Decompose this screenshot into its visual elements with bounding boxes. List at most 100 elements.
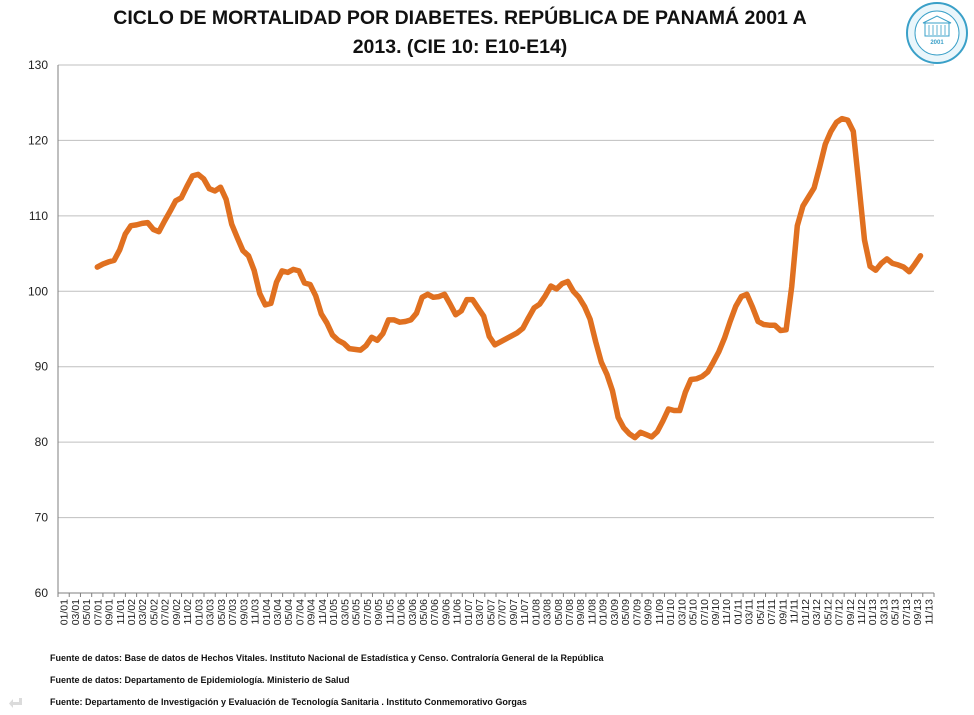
x-tick-label: 05/03 [216,599,228,625]
x-tick-label: 03/05 [339,599,351,625]
x-tick-label: 07/03 [227,599,239,625]
x-tick-label: 01/04 [261,599,273,625]
x-tick-label: 07/05 [362,599,374,625]
x-tick-label: 09/07 [508,599,520,625]
x-tick-label: 03/06 [407,599,419,625]
source-note-1: Fuente de datos: Base de datos de Hechos… [50,653,604,663]
x-tick-label: 03/13 [878,599,890,625]
x-tick-label: 07/07 [497,599,509,625]
x-tick-label: 09/13 [912,599,924,625]
x-tick-label: 05/10 [688,599,700,625]
y-axis-ticks: 60 70 80 90 100 110 120 130 [28,58,48,600]
x-tick-label: 03/09 [609,599,621,625]
y-tick-label: 120 [28,133,48,147]
x-tick-label: 07/04 [294,599,306,625]
x-tick-label: 03/03 [205,599,217,625]
x-tick-label: 09/12 [845,599,857,625]
x-tick-label: 03/11 [744,599,756,625]
x-tick-label: 11/04 [317,599,329,625]
y-tick-label: 80 [35,435,49,449]
x-tick-label: 11/08 [586,599,598,625]
x-tick-label: 11/06 [452,599,464,625]
x-tick-label: 03/12 [811,599,823,625]
back-arrow-icon[interactable] [8,696,24,710]
y-tick-label: 70 [35,511,49,525]
x-tick-label: 01/11 [732,599,744,625]
x-tick-label: 09/02 [171,599,183,625]
x-tick-label: 03/01 [70,599,82,625]
x-tick-label: 09/11 [777,599,789,625]
x-tick-label: 01/12 [800,599,812,625]
x-tick-label: 09/06 [440,599,452,625]
x-tick-label: 07/13 [901,599,913,625]
x-tick-label: 11/01 [115,599,127,625]
x-tick-label: 11/12 [856,599,868,625]
source-note-3: Fuente: Departamento de Investigación y … [50,697,527,707]
svg-text:2001: 2001 [930,40,944,46]
x-tick-label: 11/11 [789,599,801,624]
x-tick-label: 03/04 [272,599,284,625]
x-tick-label: 07/08 [564,599,576,625]
x-tick-label: 03/07 [474,599,486,625]
x-tick-label: 03/08 [542,599,554,625]
x-tick-label: 05/11 [755,599,767,625]
x-tick-label: 09/09 [643,599,655,625]
x-tick-label: 05/09 [620,599,632,625]
x-tick-label: 11/07 [519,599,531,625]
x-tick-label: 09/01 [104,599,116,625]
x-tick-label: 01/06 [396,599,408,625]
x-tick-label: 07/06 [429,599,441,625]
x-tick-label: 03/02 [137,599,149,625]
x-tick-label: 11/03 [250,599,262,625]
chart-title: CICLO DE MORTALIDAD POR DIABETES. REPÚBL… [60,4,860,62]
x-tick-label: 07/12 [834,599,846,625]
x-tick-label: 11/09 [654,599,666,625]
institution-seal-logo: 2001 [906,2,968,64]
x-tick-label: 07/10 [699,599,711,625]
y-tick-label: 100 [28,284,48,298]
x-tick-label: 07/01 [92,599,104,625]
x-tick-label: 11/05 [384,599,396,625]
x-tick-label: 01/07 [463,599,475,625]
x-tick-label: 09/08 [575,599,587,625]
x-tick-label: 09/10 [710,599,722,625]
x-tick-label: 01/02 [126,599,138,625]
x-tick-label: 03/10 [676,599,688,625]
x-tick-label: 05/06 [418,599,430,625]
x-tick-label: 07/02 [160,599,172,625]
chart-title-line2: 2013. (CIE 10: E10-E14) [352,36,568,58]
x-tick-label: 09/05 [373,599,385,625]
x-tick-label: 09/03 [238,599,250,625]
x-tick-label: 07/09 [631,599,643,625]
x-tick-label: 05/04 [283,599,295,625]
y-tick-label: 90 [35,360,49,374]
y-tick-label: 130 [28,58,48,72]
x-tick-label: 01/08 [530,599,542,625]
x-tick-label: 11/13 [923,599,935,625]
gridlines [58,64,934,594]
series-line-group [94,115,924,441]
series-line-0 [94,115,924,441]
x-tick-label: 01/01 [59,599,71,625]
x-tick-label: 11/02 [182,599,194,625]
x-tick-label: 11/10 [721,599,733,625]
x-tick-label: 01/05 [328,599,340,625]
x-tick-label: 01/13 [867,599,879,625]
x-tick-label: 07/11 [766,599,778,625]
source-note-2: Fuente de datos: Departamento de Epidemi… [50,675,350,685]
y-tick-label: 60 [35,586,49,600]
x-tick-label: 01/10 [665,599,677,625]
x-tick-label: 01/03 [193,599,205,625]
x-tick-label: 05/07 [485,599,497,625]
x-tick-label: 05/13 [890,599,902,625]
x-tick-label: 05/08 [553,599,565,625]
x-axis-ticks: 01/01 03/01 05/01 07/01 09/01 11/01 01/02 03/02… [57,593,935,625]
chart-title-line1: CICLO DE MORTALIDAD POR DIABETES. REPÚBL… [113,7,807,29]
x-tick-label: 05/12 [822,599,834,625]
y-tick-label: 110 [29,209,48,223]
x-tick-label: 01/09 [598,599,610,625]
x-tick-label: 05/05 [351,599,363,625]
x-tick-label: 05/01 [81,599,93,625]
x-tick-label: 05/02 [148,599,160,625]
